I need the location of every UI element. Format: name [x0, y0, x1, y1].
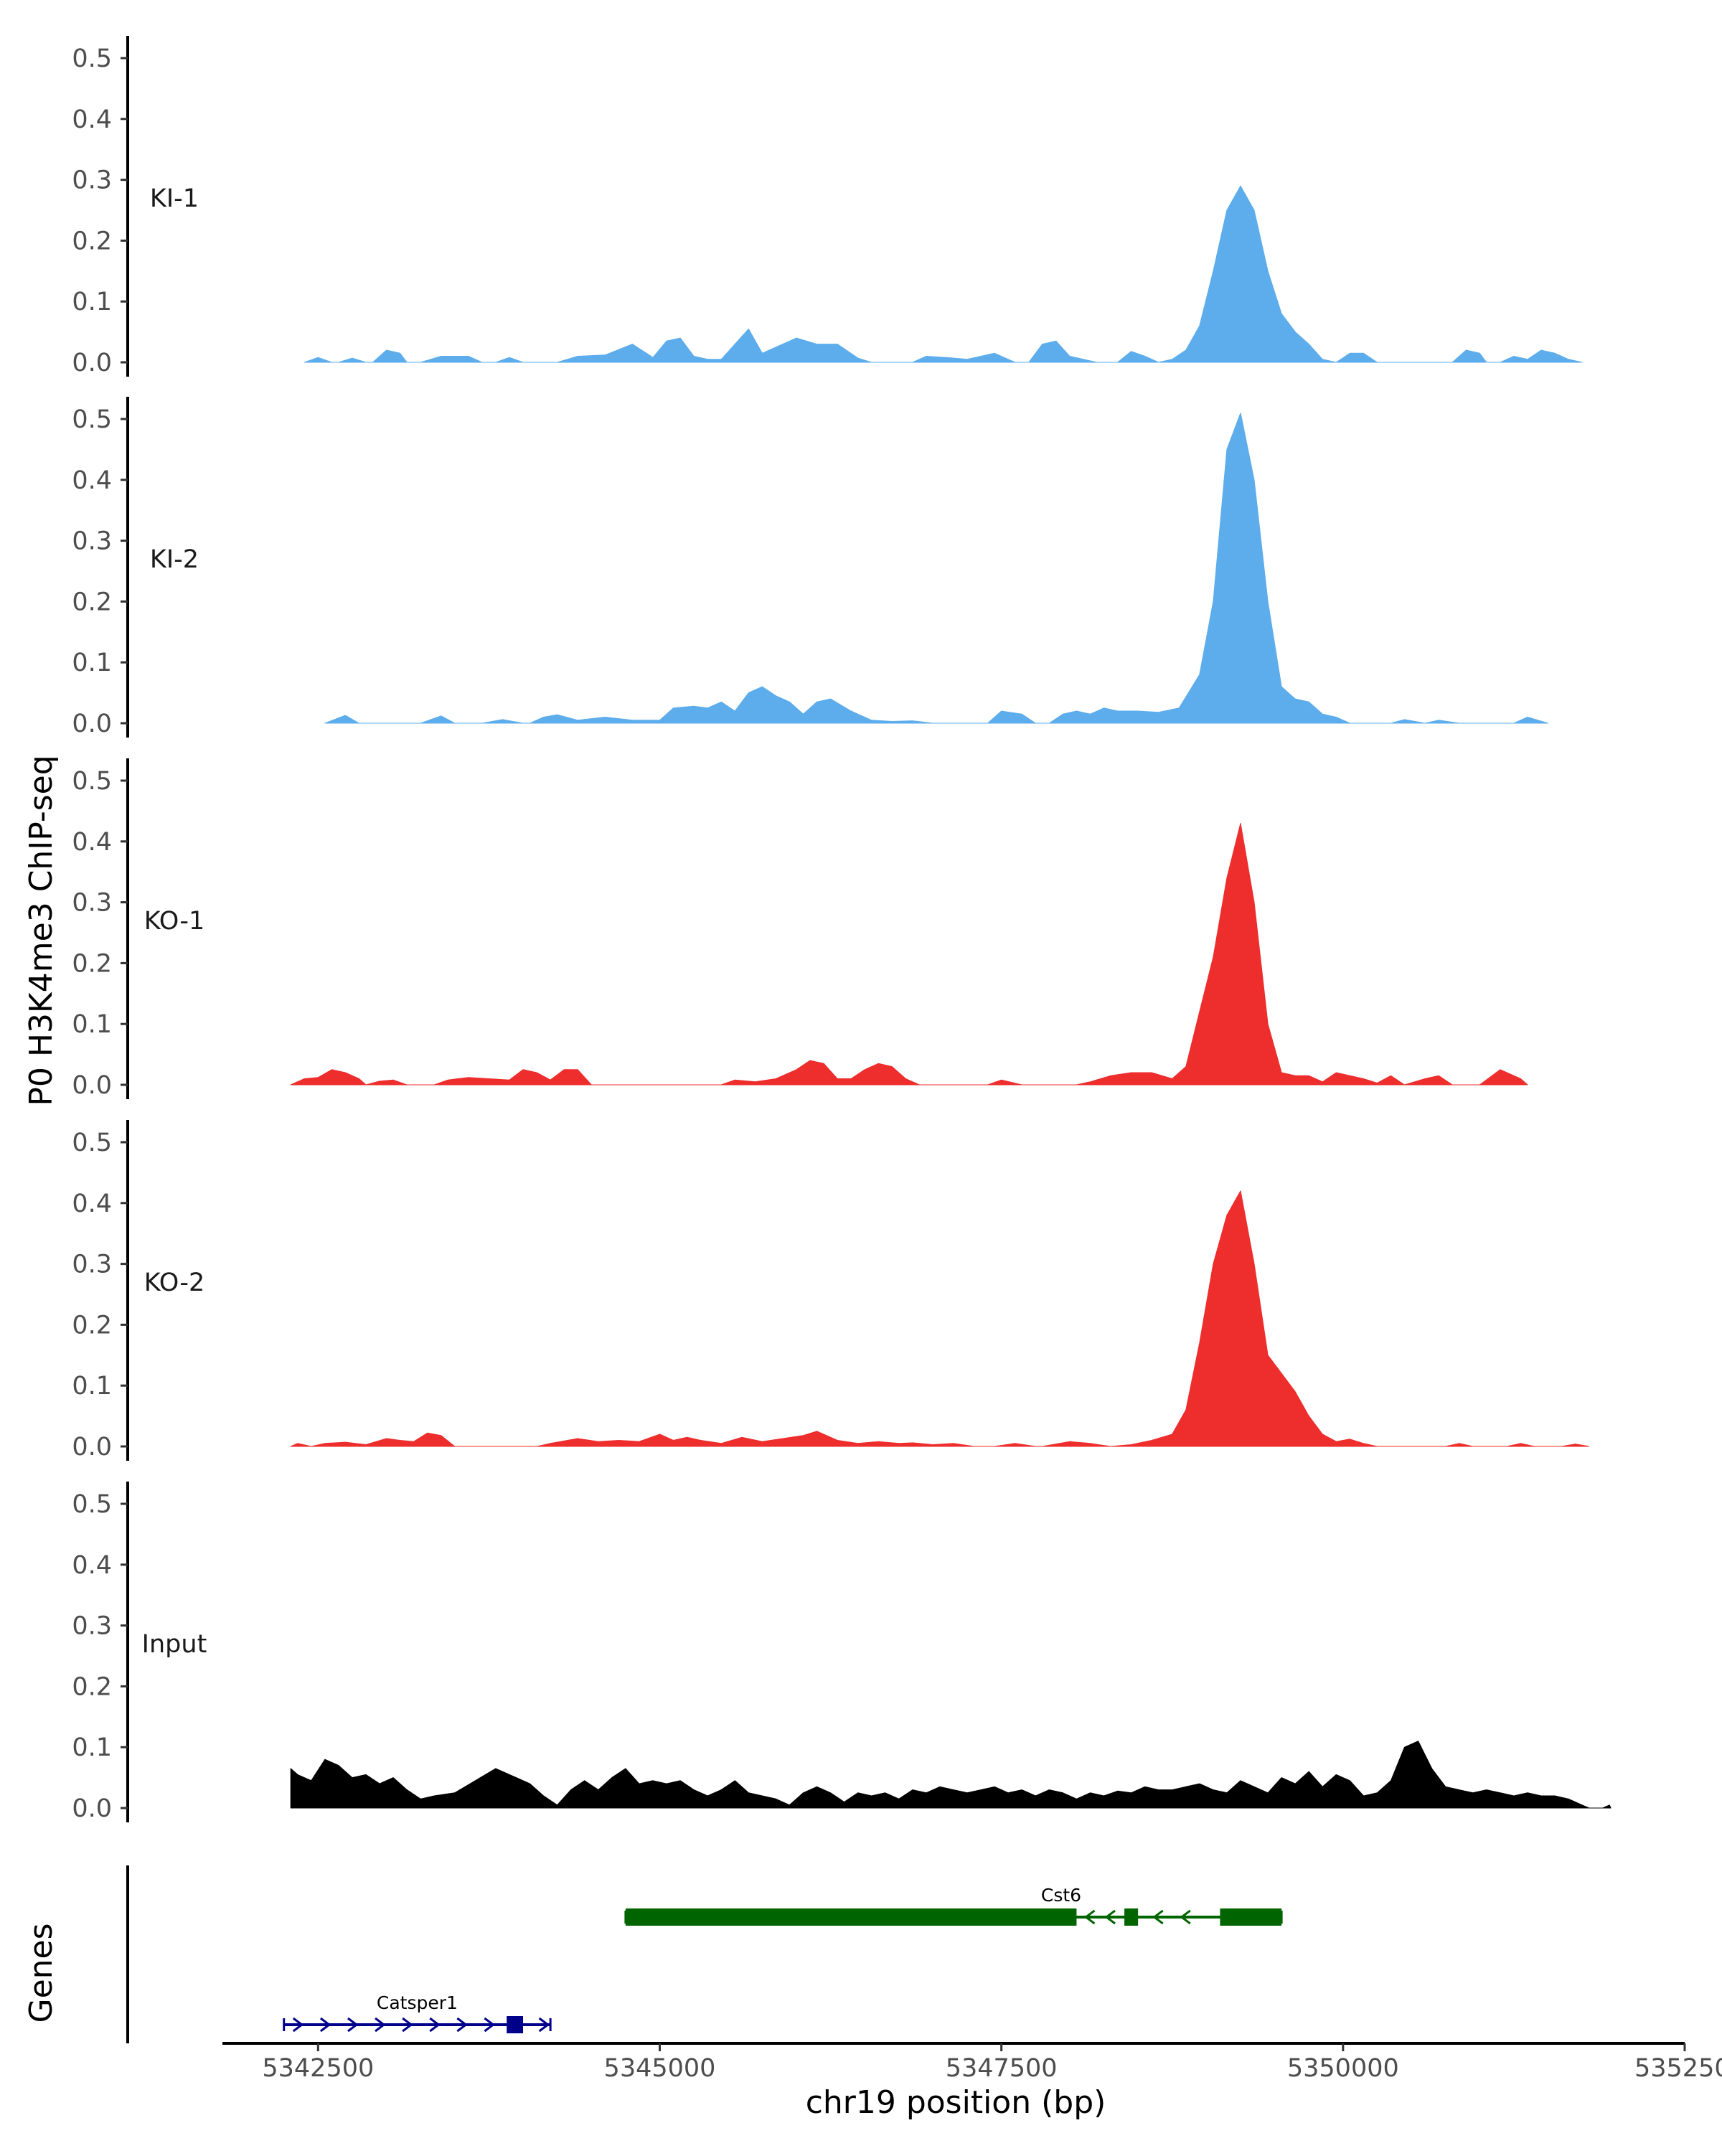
- gene-exon: [1220, 1908, 1282, 1926]
- genes-axis-title: Genes: [23, 1923, 60, 2023]
- y-tick-label: 0.0: [72, 1071, 112, 1100]
- y-tick-label: 0.3: [72, 527, 112, 556]
- gene-label: Cst6: [1041, 1885, 1081, 1906]
- gene-exon: [507, 2016, 524, 2033]
- strand-arrow: [347, 2017, 359, 2033]
- strand-arrow: [1152, 1909, 1164, 1925]
- signal-area-ki-1: [304, 185, 1583, 363]
- x-axis-title: chr19 position (bp): [806, 2084, 1106, 2121]
- y-tick-label: 0.1: [72, 1372, 112, 1401]
- y-tick-label: 0.1: [72, 649, 112, 677]
- y-tick-label: 0.1: [72, 1010, 112, 1039]
- y-tick-label: 0.2: [72, 588, 112, 616]
- x-tick-label: 5345000: [604, 2054, 716, 2083]
- y-tick-label: 0.5: [72, 1490, 112, 1519]
- track-label: KO-2: [144, 1268, 204, 1297]
- y-tick-label: 0.2: [72, 227, 112, 255]
- signal-area-input: [290, 1741, 1612, 1809]
- strand-arrow: [375, 2017, 386, 2033]
- x-tick-label: 535250: [1634, 2054, 1722, 2083]
- y-tick-label: 0.2: [72, 1311, 112, 1340]
- track-label: Input: [142, 1630, 207, 1659]
- x-tick-label: 5342500: [262, 2054, 374, 2083]
- y-tick-label: 0.5: [72, 405, 112, 434]
- y-tick-label: 0.4: [72, 1551, 112, 1580]
- strand-arrow: [1083, 1909, 1096, 1925]
- strand-arrow: [402, 2017, 413, 2033]
- strand-arrow: [429, 2017, 441, 2033]
- strand-arrow: [319, 2017, 331, 2033]
- y-tick-label: 0.5: [72, 767, 112, 796]
- y-tick-label: 0.3: [72, 1251, 112, 1279]
- signal-area-ki-2: [324, 413, 1548, 724]
- track-ki-1: 0.0 0.1 0.2 0.3 0.4 0.5 KI-1: [72, 36, 1583, 377]
- signal-tracks: 0.0 0.1 0.2 0.3 0.4 0.5 KI-1 0.0 0.1 0.2 0.3 0.4 0.5…: [72, 36, 1612, 1823]
- strand-arrow: [1180, 1909, 1191, 1925]
- track-label: KI-2: [150, 545, 199, 574]
- y-tick-label: 0.4: [72, 828, 112, 857]
- track-ki-2: 0.0 0.1 0.2 0.3 0.4 0.5 KI-2: [72, 397, 1548, 738]
- y-tick-label: 0.1: [72, 288, 112, 316]
- y-tick-label: 0.0: [72, 349, 112, 377]
- y-tick-label: 0.0: [72, 710, 112, 738]
- gene-exon: [1124, 1908, 1139, 1926]
- strand-arrow: [292, 2017, 304, 2033]
- y-tick-label: 0.3: [72, 166, 112, 195]
- y-tick-label: 0.4: [72, 466, 112, 495]
- x-tick-label: 5347500: [946, 2054, 1058, 2083]
- y-tick-label: 0.4: [72, 1190, 112, 1218]
- track-label: KO-1: [144, 907, 204, 936]
- signal-area-ko-1: [290, 822, 1528, 1086]
- track-label: KI-1: [150, 184, 199, 213]
- signal-area-ko-2: [290, 1190, 1590, 1447]
- strand-arrow: [484, 2017, 495, 2033]
- y-tick-label: 0.4: [72, 105, 112, 134]
- x-axis: 5342500 5345000 5347500 5350000 535250: [222, 2042, 1722, 2083]
- strand-arrow: [1104, 1909, 1116, 1925]
- track-ko-2: 0.0 0.1 0.2 0.3 0.4 0.5 KO-2: [72, 1120, 1590, 1461]
- y-tick-label: 0.0: [72, 1794, 112, 1823]
- y-tick-label: 0.5: [72, 1129, 112, 1157]
- y-tick-label: 0.5: [72, 44, 112, 73]
- y-tick-label: 0.2: [72, 949, 112, 978]
- gene-catsper1: Catsper1: [283, 1992, 552, 2033]
- track-ko-1: 0.0 0.1 0.2 0.3 0.4 0.5 KO-1: [72, 758, 1528, 1100]
- gene-cst6: Cst6: [624, 1885, 1283, 1926]
- x-tick-label: 5350000: [1287, 2054, 1399, 2083]
- y-tick-label: 0.3: [72, 1612, 112, 1641]
- strand-arrow: [456, 2017, 468, 2033]
- strand-arrow: [538, 2017, 550, 2033]
- y-tick-label: 0.0: [72, 1433, 112, 1461]
- y-tick-label: 0.2: [72, 1672, 112, 1701]
- y-axis-title: P0 H3K4me3 ChIP-seq: [23, 755, 60, 1106]
- track-input: 0.0 0.1 0.2 0.3 0.4 0.5 Input: [72, 1482, 1612, 1823]
- gene-label: Catsper1: [377, 1992, 458, 2013]
- y-tick-label: 0.1: [72, 1733, 112, 1762]
- gene-exon: [625, 1908, 1077, 1926]
- y-tick-label: 0.3: [72, 889, 112, 918]
- genes-panel: Cst6 Catsper1: [126, 1865, 1283, 2043]
